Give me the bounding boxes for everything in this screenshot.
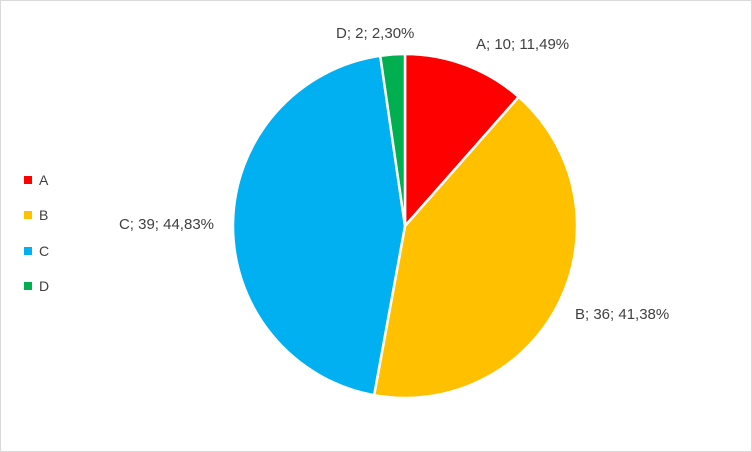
pie-slice-b: [372, 95, 579, 400]
legend-swatch-a: [24, 175, 32, 184]
legend-label-a: A: [39, 171, 49, 188]
legend-swatch-b: [24, 211, 32, 220]
legend: A B C D: [24, 162, 49, 304]
legend-label-c: C: [39, 242, 50, 259]
data-label-d: D; 2; 2,30%: [336, 25, 414, 42]
legend-item-d: D: [24, 269, 49, 305]
pie-slice-d: [378, 52, 407, 228]
data-label-a: A; 10; 11,49%: [476, 36, 569, 53]
legend-item-a: A: [24, 162, 49, 198]
legend-swatch-d: [24, 282, 32, 291]
pie-slice-c: [231, 54, 407, 397]
legend-swatch-c: [24, 246, 32, 255]
legend-label-b: B: [39, 207, 49, 224]
legend-item-b: B: [24, 198, 49, 234]
data-label-c: C; 39; 44,83%: [119, 216, 214, 233]
legend-item-c: C: [24, 233, 49, 269]
legend-label-d: D: [39, 278, 50, 295]
pie-slice-a: [403, 52, 520, 228]
data-label-b: B; 36; 41,38%: [575, 306, 669, 323]
